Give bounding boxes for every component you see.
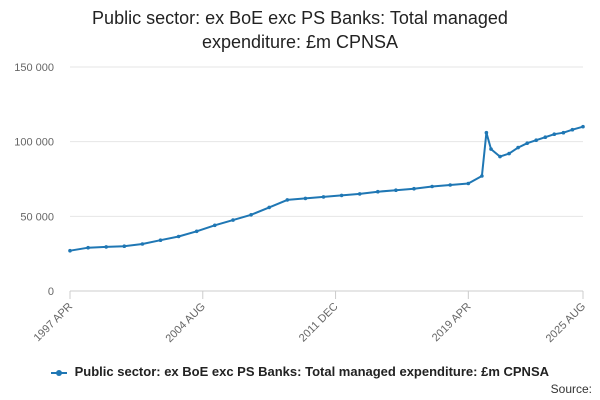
data-point [303,196,308,201]
data-point [484,130,489,135]
data-point [489,147,493,151]
data-point [534,138,538,142]
data-point [466,181,471,186]
series-line [69,125,584,252]
chart-title-line-1: Public sector: ex BoE exc PS Banks: Tota… [92,8,508,28]
data-point [480,174,484,178]
chart-legend[interactable]: Public sector: ex BoE exc PS Banks: Tota… [0,364,600,379]
y-tick-label: 0 [48,286,54,298]
data-point [507,151,511,156]
data-point [543,135,548,139]
data-point [158,238,163,242]
data-point [376,189,380,194]
data-point [249,213,253,217]
data-point [394,188,398,192]
chart-title-line-2: expenditure: £m CPNSA [201,32,399,52]
data-point [104,245,108,249]
data-point [525,141,529,145]
data-point [194,229,199,234]
data-point [68,248,72,253]
y-tick-label: 150 000 [14,62,54,74]
data-point [561,130,566,135]
data-point [412,186,416,191]
data-point [516,145,520,150]
chart-title: Public sector: ex BoE exc PS Banks: Tota… [0,6,600,54]
chart-plot: 0 50 000 100 000 150 000 1997 APR 2004 AUG 201… [14,62,588,345]
x-tick-label: 2011 DEC [297,301,341,345]
data-point [122,244,127,248]
data-point [430,184,434,189]
y-tick-label: 100 000 [14,137,54,149]
data-point [213,223,217,228]
x-tick-label: 2004 AUG [164,301,208,345]
data-point [267,205,272,210]
data-point [448,183,453,187]
x-tick-label: 2025 AUG [544,301,588,345]
source-label: Source: [550,382,592,396]
x-tick-label: 1997 APR [32,301,76,345]
data-point [552,132,557,136]
data-point [231,218,235,222]
data-point [285,198,290,202]
y-tick-label: 50 000 [20,211,54,223]
data-point [321,195,326,199]
data-point [86,245,90,250]
data-point [339,193,344,198]
legend-series-label: Public sector: ex BoE exc PS Banks: Tota… [74,364,550,379]
data-point [140,242,145,246]
data-point [176,234,181,239]
data-point [498,154,502,159]
legend-line-marker-icon [50,368,67,378]
x-tick-label: 2019 APR [430,301,474,345]
data-point [581,124,585,129]
data-point [357,192,362,196]
data-point [570,127,575,132]
